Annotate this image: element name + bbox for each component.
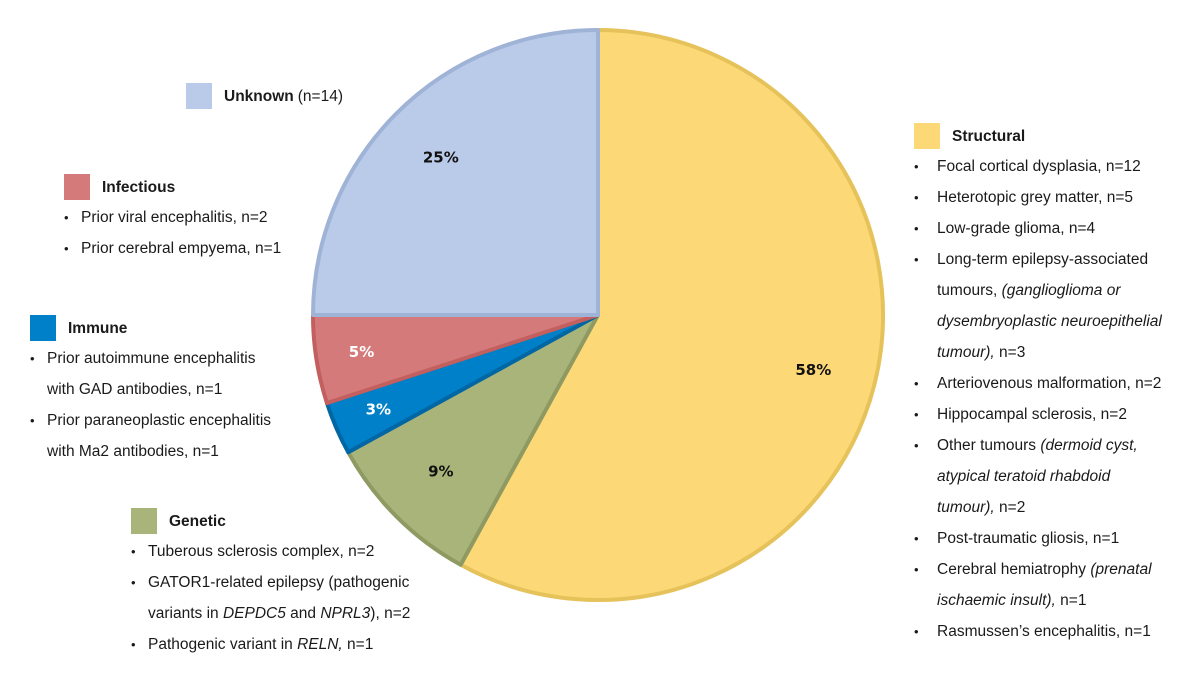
gene-name: NPRL3 — [320, 605, 371, 622]
text: Other tumours — [937, 437, 1041, 454]
text: Cerebral hemiatrophy — [937, 561, 1091, 578]
pie-label-immune: 3% — [366, 401, 391, 419]
text: variants in — [148, 605, 223, 622]
list-item-continuation: tumour), n=2 — [914, 492, 1162, 523]
text: Pathogenic variant in — [148, 636, 298, 653]
pie-label-infectious: 5% — [349, 343, 374, 361]
legend-swatch-genetic — [131, 508, 157, 534]
italic-text: tumour), — [937, 344, 995, 361]
legend-label-unknown: Unknown — [224, 87, 294, 105]
legend-label-structural: Structural — [952, 127, 1026, 145]
pie-label-unknown: 25% — [423, 148, 459, 166]
list-item: GATOR1-related epilepsy (pathogenic — [131, 567, 410, 598]
pie-slice-genetic — [346, 313, 600, 567]
pie-slices — [311, 28, 885, 602]
pie-label-structural: 58% — [795, 361, 831, 379]
list-item: Rasmussen’s encephalitis, n=1 — [914, 616, 1162, 647]
text: n=2 — [994, 499, 1026, 516]
italic-text: (ganglioglioma or — [1001, 282, 1121, 299]
list-item-continuation: with GAD antibodies, n=1 — [30, 374, 271, 405]
legend-items-infectious: Prior viral encephalitis, n=2 Prior cere… — [64, 202, 281, 264]
list-item-continuation: ischaemic insult), n=1 — [914, 585, 1162, 616]
italic-text: (dermoid cyst, — [1040, 437, 1138, 454]
list-item: Hippocampal sclerosis, n=2 — [914, 399, 1162, 430]
italic-text: dysembryoplastic neuroepithelial — [937, 313, 1162, 330]
legend-items-structural: Focal cortical dysplasia, n=12 Heterotop… — [914, 151, 1162, 647]
list-item: Pathogenic variant in RELN, n=1 — [131, 629, 410, 660]
text: n=1 — [1055, 592, 1087, 609]
italic-text: atypical teratoid rhabdoid — [937, 468, 1111, 485]
italic-text: tumour), — [937, 499, 995, 516]
pie-slice-unknown — [311, 28, 600, 317]
gene-name: DEPDC5 — [222, 605, 286, 622]
list-item: Focal cortical dysplasia, n=12 — [914, 151, 1162, 182]
legend-count-unknown: (n=14) — [297, 87, 343, 105]
gene-name: RELN, — [297, 636, 343, 653]
list-item: Arteriovenous malformation, n=2 — [914, 368, 1162, 399]
list-item: Prior viral encephalitis, n=2 — [64, 202, 281, 233]
pie-labels: 58% 9% 3% 5% 25% — [349, 148, 831, 480]
list-item: Prior paraneoplastic encephalitis — [30, 405, 271, 436]
list-item-continuation: with Ma2 antibodies, n=1 — [30, 436, 271, 467]
italic-text: ischaemic insult), — [937, 592, 1056, 609]
legend-immune: Immune Prior autoimmune encephalitis wit… — [30, 313, 271, 467]
text: and — [285, 605, 321, 622]
list-item-continuation: variants in DEPDC5 and NPRL3), n=2 — [131, 598, 410, 629]
list-item: Prior autoimmune encephalitis — [30, 343, 271, 374]
legend-genetic: Genetic Tuberous sclerosis complex, n=2 … — [131, 506, 410, 660]
legend-swatch-structural — [914, 123, 940, 149]
list-item: Cerebral hemiatrophy (prenatal — [914, 554, 1162, 585]
list-item-text: with Ma2 antibodies, n=1 — [47, 443, 219, 460]
list-item-continuation: atypical teratoid rhabdoid — [914, 461, 1162, 492]
italic-text: (prenatal — [1090, 561, 1152, 578]
list-item-continuation: tumour), n=3 — [914, 337, 1162, 368]
list-item-continuation: tumours, (ganglioglioma or — [914, 275, 1162, 306]
list-item: Prior cerebral empyema, n=1 — [64, 233, 281, 264]
list-item-continuation: dysembryoplastic neuroepithelial — [914, 306, 1162, 337]
legend-swatch-infectious — [64, 174, 90, 200]
text: n=3 — [994, 344, 1026, 361]
legend-swatch-immune — [30, 315, 56, 341]
legend-swatch-unknown — [186, 83, 212, 109]
text: tumours, — [937, 282, 1002, 299]
legend-items-immune: Prior autoimmune encephalitis with GAD a… — [30, 343, 271, 467]
text: ), n=2 — [370, 605, 411, 622]
list-item: Low-grade glioma, n=4 — [914, 213, 1162, 244]
list-item: Heterotopic grey matter, n=5 — [914, 182, 1162, 213]
legend-label-immune: Immune — [68, 319, 128, 337]
list-item: Other tumours (dermoid cyst, — [914, 430, 1162, 461]
list-item: Long-term epilepsy-associated — [914, 244, 1162, 275]
legend-unknown: Unknown (n=14) — [186, 81, 343, 111]
legend-structural: Structural Focal cortical dysplasia, n=1… — [914, 121, 1162, 647]
pie-label-genetic: 9% — [428, 463, 453, 481]
legend-items-genetic: Tuberous sclerosis complex, n=2 GATOR1-r… — [131, 536, 410, 660]
legend-label-genetic: Genetic — [169, 512, 226, 530]
list-item: Tuberous sclerosis complex, n=2 — [131, 536, 410, 567]
text: n=1 — [342, 636, 374, 653]
list-item-text: with GAD antibodies, n=1 — [47, 381, 223, 398]
legend-label-infectious: Infectious — [102, 178, 176, 196]
legend-infectious: Infectious Prior viral encephalitis, n=2… — [64, 172, 281, 264]
list-item: Post-traumatic gliosis, n=1 — [914, 523, 1162, 554]
pie-slice-structural — [458, 28, 885, 602]
